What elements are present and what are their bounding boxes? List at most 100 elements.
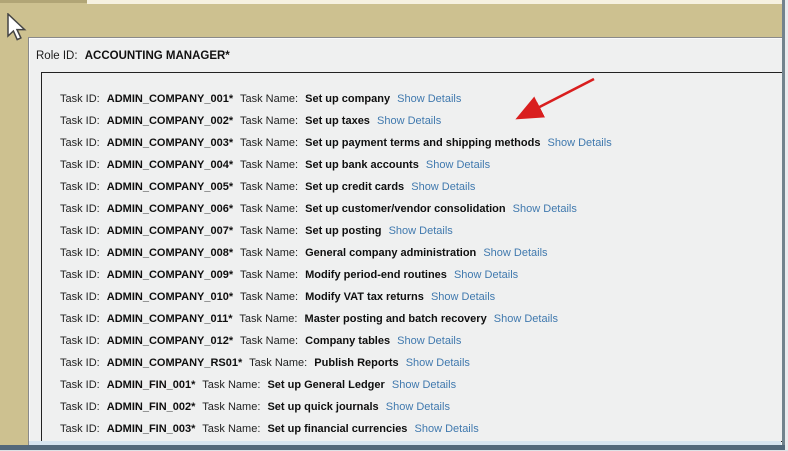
task-id-label: Task ID: [60,423,100,435]
task-id-value: ADMIN_COMPANY_011* [106,313,233,325]
show-details-link[interactable]: Show Details [377,115,442,127]
task-id-value: ADMIN_COMPANY_RS01* [106,357,243,369]
task-id-value: ADMIN_COMPANY_010* [106,291,234,303]
task-id-value: ADMIN_COMPANY_008* [106,247,234,259]
task-id-value: ADMIN_FIN_002* [106,401,196,413]
task-id-label: Task ID: [60,137,100,149]
show-details-link[interactable]: Show Details [425,159,491,171]
task-id-value: ADMIN_COMPANY_003* [106,137,234,149]
show-details-link[interactable]: Show Details [388,225,453,237]
task-name-label: Task Name: [202,379,261,391]
task-name-label: Task Name: [239,247,299,259]
task-id-label: Task ID: [60,225,100,237]
task-name-value: Modify period-end routines [305,269,447,281]
mouse-cursor-icon [7,13,27,41]
task-name-value: Set up financial currencies [267,423,408,435]
show-details-link[interactable]: Show Details [397,93,462,105]
show-details-link[interactable]: Show Details [385,401,450,413]
show-details-link[interactable]: Show Details [414,423,479,435]
show-details-link[interactable]: Show Details [397,335,462,347]
task-name-value: Publish Reports [314,357,399,369]
task-name-value: Set up bank accounts [305,159,419,171]
show-details-link[interactable]: Show Details [547,137,612,149]
task-id-value: ADMIN_FIN_001* [106,379,196,391]
task-row: Task ID: ADMIN_COMPANY_RS01* Task Name: … [60,352,778,374]
task-name-value: Set up posting [305,225,382,237]
task-id-value: ADMIN_FIN_003* [106,423,196,435]
top-edge-notch [0,0,87,3]
show-details-link[interactable]: Show Details [405,357,470,369]
panel-bottom-highlight [29,441,781,445]
role-header: Role ID: ACCOUNTING MANAGER* [36,50,230,62]
task-name-label: Task Name: [249,357,308,369]
task-id-value: ADMIN_COMPANY_005* [106,181,234,193]
show-details-link[interactable]: Show Details [512,203,577,215]
task-name-value: Set up credit cards [305,181,405,193]
task-row: Task ID: ADMIN_COMPANY_008* Task Name: G… [60,242,778,264]
task-name-label: Task Name: [202,423,261,435]
task-row: Task ID: ADMIN_COMPANY_006* Task Name: S… [60,198,778,220]
task-id-label: Task ID: [60,93,100,105]
task-id-label: Task ID: [60,291,100,303]
task-id-value: ADMIN_COMPANY_007* [106,225,234,237]
task-row: Task ID: ADMIN_FIN_001* Task Name: Set u… [60,374,778,396]
show-details-link[interactable]: Show Details [483,247,548,259]
show-details-link[interactable]: Show Details [411,181,476,193]
role-id-value: ACCOUNTING MANAGER* [84,50,230,62]
task-id-label: Task ID: [60,159,100,171]
task-row: Task ID: ADMIN_COMPANY_003* Task Name: S… [60,132,778,154]
task-name-label: Task Name: [239,203,299,215]
task-row: Task ID: ADMIN_COMPANY_011* Task Name: M… [60,308,778,330]
task-name-value: Set up quick journals [267,401,379,413]
task-name-value: Modify VAT tax returns [305,291,424,303]
task-row: Task ID: ADMIN_FIN_002* Task Name: Set u… [60,396,778,418]
task-name-label: Task Name: [239,137,299,149]
show-details-link[interactable]: Show Details [453,269,519,281]
task-name-label: Task Name: [239,93,299,105]
task-name-value: Company tables [305,335,391,347]
task-name-label: Task Name: [239,159,299,171]
show-details-link[interactable]: Show Details [493,313,558,325]
task-name-value: Set up company [305,93,391,105]
window-bottom-frame [0,445,785,450]
task-id-value: ADMIN_COMPANY_002* [106,115,234,127]
task-row: Task ID: ADMIN_COMPANY_010* Task Name: M… [60,286,778,308]
task-list: Task ID: ADMIN_COMPANY_001* Task Name: S… [60,88,778,440]
task-name-value: Master posting and batch recovery [304,313,487,325]
task-id-value: ADMIN_COMPANY_006* [106,203,234,215]
task-row: Task ID: ADMIN_COMPANY_012* Task Name: C… [60,330,778,352]
task-name-label: Task Name: [239,115,299,127]
task-row: Task ID: ADMIN_FIN_003* Task Name: Set u… [60,418,778,440]
task-list-panel: Task ID: ADMIN_COMPANY_001* Task Name: S… [41,72,782,442]
task-row: Task ID: ADMIN_COMPANY_009* Task Name: M… [60,264,778,286]
role-id-label: Role ID: [36,50,78,62]
task-id-label: Task ID: [60,247,100,259]
show-details-link[interactable]: Show Details [430,291,496,303]
task-name-value: Set up taxes [305,115,370,127]
task-id-label: Task ID: [60,357,100,369]
task-id-label: Task ID: [60,401,100,413]
show-details-link[interactable]: Show Details [391,379,457,391]
task-name-value: Set up General Ledger [267,379,385,391]
task-name-label: Task Name: [239,225,299,237]
task-row: Task ID: ADMIN_COMPANY_001* Task Name: S… [60,88,778,110]
task-name-label: Task Name: [239,291,299,303]
task-id-value: ADMIN_COMPANY_001* [106,93,234,105]
task-row: Task ID: ADMIN_COMPANY_005* Task Name: S… [60,176,778,198]
task-name-label: Task Name: [239,269,299,281]
task-id-label: Task ID: [60,379,100,391]
task-row: Task ID: ADMIN_COMPANY_002* Task Name: S… [60,110,778,132]
task-id-label: Task ID: [60,203,100,215]
task-name-label: Task Name: [239,335,299,347]
task-id-value: ADMIN_COMPANY_004* [106,159,234,171]
task-id-label: Task ID: [60,115,100,127]
top-edge-highlight [87,0,785,4]
right-outside-area [785,0,788,451]
window-right-frame [782,0,785,451]
task-id-value: ADMIN_COMPANY_012* [106,335,234,347]
task-id-value: ADMIN_COMPANY_009* [106,269,234,281]
task-name-value: Set up customer/vendor consolidation [305,203,506,215]
task-row: Task ID: ADMIN_COMPANY_004* Task Name: S… [60,154,778,176]
task-id-label: Task ID: [60,313,100,325]
